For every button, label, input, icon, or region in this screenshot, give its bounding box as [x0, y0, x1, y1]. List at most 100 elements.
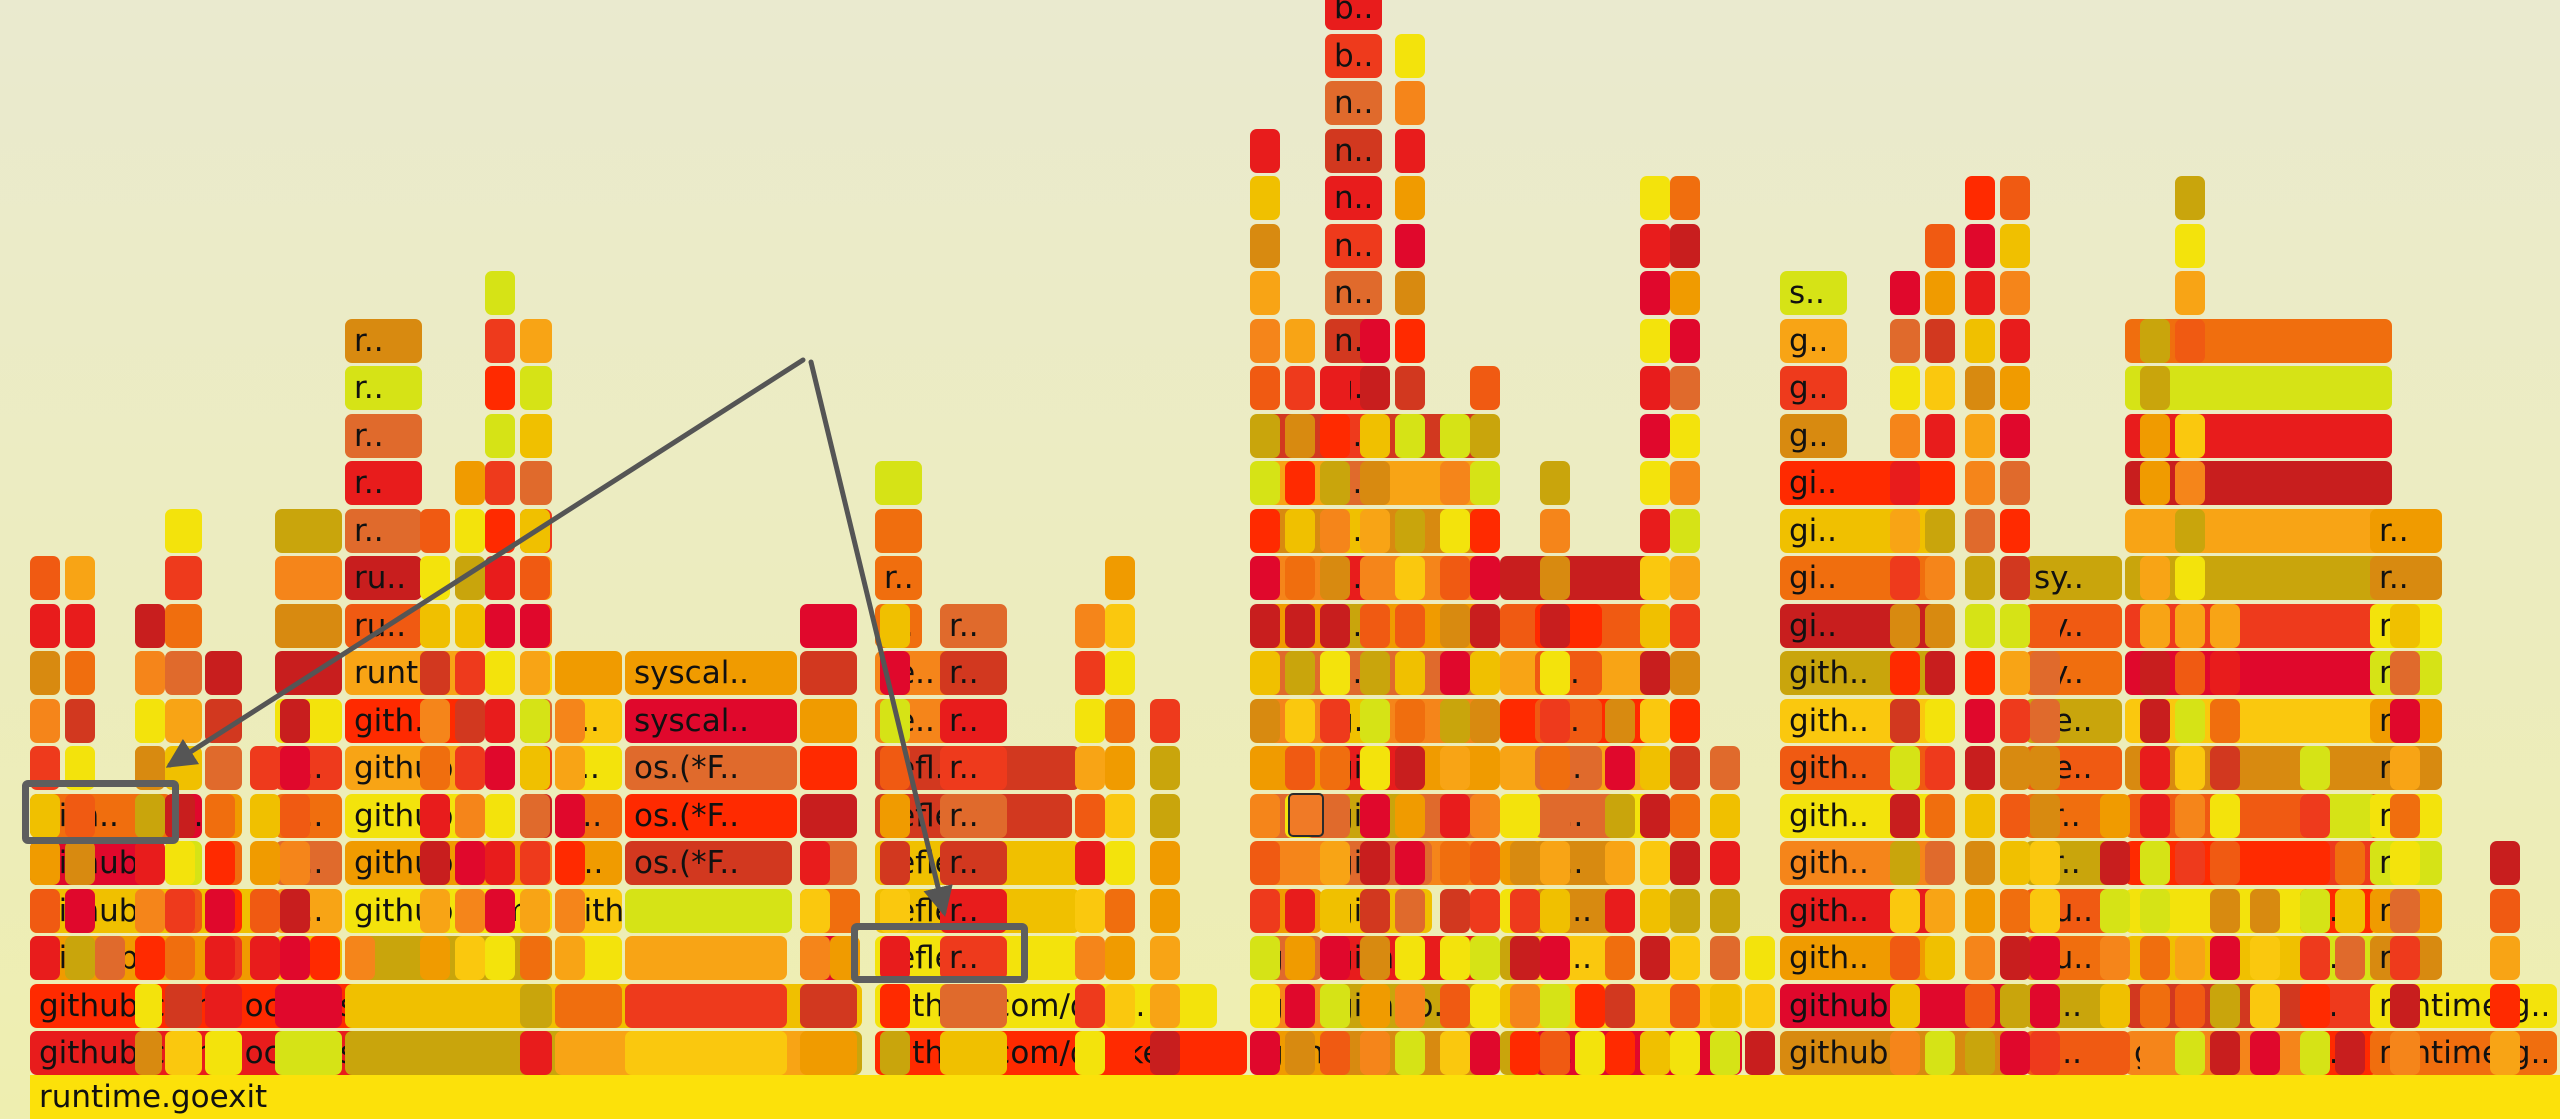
flame-frame-narrow[interactable]	[1670, 603, 1700, 648]
flame-frame-narrow[interactable]	[2030, 1031, 2060, 1075]
flame-frame-narrow[interactable]	[1890, 318, 1920, 363]
flame-frame-narrow[interactable]	[1925, 983, 1955, 1028]
flame-frame-narrow[interactable]	[2300, 746, 2330, 790]
flame-frame-narrow[interactable]	[1925, 366, 1955, 410]
flame-frame-narrow[interactable]	[1470, 841, 1500, 885]
flame-frame-narrow[interactable]	[2390, 936, 2420, 980]
flame-frame-narrow[interactable]	[1890, 271, 1920, 315]
flame-frame[interactable]	[520, 413, 552, 458]
flame-frame-narrow[interactable]	[2210, 603, 2240, 648]
flame-frame-narrow[interactable]	[2175, 1031, 2205, 1075]
flame-frame-narrow[interactable]	[2210, 746, 2240, 790]
flame-frame-narrow[interactable]	[520, 841, 550, 885]
flame-frame-narrow[interactable]	[1320, 983, 1350, 1028]
flame-frame[interactable]	[520, 983, 552, 1028]
flame-frame-narrow[interactable]	[485, 651, 515, 695]
flame-frame-narrow[interactable]	[280, 746, 310, 790]
flame-frame-narrow[interactable]	[2140, 556, 2170, 600]
flame-frame-narrow[interactable]	[1360, 841, 1390, 885]
flame-frame-narrow[interactable]	[2000, 461, 2030, 505]
flame-frame-narrow[interactable]	[30, 936, 60, 980]
flame-frame-narrow[interactable]	[1890, 936, 1920, 980]
flame-frame[interactable]: n..	[1325, 81, 1382, 125]
flame-frame-narrow[interactable]	[1965, 983, 1995, 1028]
flame-frame-narrow[interactable]	[1320, 651, 1350, 695]
flame-frame-narrow[interactable]	[1105, 936, 1135, 980]
flame-frame-narrow[interactable]	[555, 793, 585, 838]
flame-frame-narrow[interactable]	[1510, 936, 1540, 980]
flame-frame-narrow[interactable]	[555, 698, 585, 743]
flame-frame-narrow[interactable]	[1965, 508, 1995, 553]
flame-frame-narrow[interactable]	[1540, 1031, 1570, 1075]
flame-frame-narrow[interactable]	[485, 698, 515, 743]
flame-frame-narrow[interactable]	[1285, 698, 1315, 743]
flame-frame-narrow[interactable]	[2140, 983, 2170, 1028]
flame-frame-narrow[interactable]	[2030, 936, 2060, 980]
flame-frame-narrow[interactable]	[1670, 651, 1700, 695]
flame-frame-narrow[interactable]	[1075, 936, 1105, 980]
flame-frame-narrow[interactable]	[1105, 841, 1135, 885]
flame-frame-narrow[interactable]	[2000, 318, 2030, 363]
flame-frame-narrow[interactable]	[1540, 746, 1570, 790]
flame-frame-narrow[interactable]	[250, 936, 280, 980]
flame-frame-narrow[interactable]	[65, 793, 95, 838]
flame-frame-narrow[interactable]	[485, 271, 515, 315]
flame-frame-narrow[interactable]	[1670, 983, 1700, 1028]
flame-frame-narrow[interactable]	[1285, 983, 1315, 1028]
flame-frame[interactable]: r..	[345, 461, 422, 505]
flame-frame-narrow[interactable]	[165, 841, 195, 885]
flame-frame-narrow[interactable]	[30, 651, 60, 695]
flame-frame-narrow[interactable]	[1925, 793, 1955, 838]
flame-frame-narrow[interactable]	[1540, 556, 1570, 600]
flame-frame-narrow[interactable]	[2000, 793, 2030, 838]
flame-frame-narrow[interactable]	[1395, 461, 1425, 505]
flame-frame-narrow[interactable]	[420, 841, 450, 885]
flame-frame-narrow[interactable]	[1285, 936, 1315, 980]
flame-frame-narrow[interactable]	[1605, 841, 1635, 885]
flame-frame-narrow[interactable]	[1925, 603, 1955, 648]
flame-frame-narrow[interactable]	[1890, 651, 1920, 695]
flame-frame-narrow[interactable]	[1670, 556, 1700, 600]
flame-frame-narrow[interactable]	[1890, 508, 1920, 553]
flame-frame-narrow[interactable]	[1640, 176, 1670, 220]
flame-frame[interactable]: r..	[940, 841, 1007, 885]
flame-frame-narrow[interactable]	[1925, 318, 1955, 363]
flame-frame-narrow[interactable]	[1250, 556, 1280, 600]
flame-frame-narrow[interactable]	[1965, 1031, 1995, 1075]
flame-frame-narrow[interactable]	[1965, 413, 1995, 458]
flame-frame-narrow[interactable]	[420, 698, 450, 743]
flame-frame-narrow[interactable]	[2390, 603, 2420, 648]
flame-frame-narrow[interactable]	[1250, 461, 1280, 505]
flame-frame-narrow[interactable]	[2210, 888, 2240, 933]
flame-frame-narrow[interactable]	[2175, 698, 2205, 743]
flame-frame[interactable]: g..	[1780, 366, 1847, 410]
flame-frame[interactable]	[520, 1031, 552, 1075]
flame-frame[interactable]	[625, 936, 787, 980]
flame-frame-narrow[interactable]	[2140, 1031, 2170, 1075]
flame-frame[interactable]: sy..	[2025, 556, 2122, 600]
flame-frame-narrow[interactable]	[135, 936, 165, 980]
flame-frame-narrow[interactable]	[485, 746, 515, 790]
flame-frame-narrow[interactable]	[1670, 698, 1700, 743]
flame-frame-narrow[interactable]	[1150, 983, 1180, 1028]
flame-frame-narrow[interactable]	[1250, 983, 1280, 1028]
flame-frame[interactable]: os.(*F..	[625, 793, 797, 838]
flame-frame-narrow[interactable]	[1540, 508, 1570, 553]
flame-frame-narrow[interactable]	[2210, 793, 2240, 838]
flame-frame[interactable]	[625, 888, 792, 933]
flame-frame-narrow[interactable]	[1965, 223, 1995, 268]
flame-frame-narrow[interactable]	[2000, 223, 2030, 268]
flame-frame-narrow[interactable]	[1640, 318, 1670, 363]
flame-frame-narrow[interactable]	[1075, 1031, 1105, 1075]
flame-frame-narrow[interactable]	[1540, 888, 1570, 933]
flame-frame[interactable]	[520, 318, 552, 363]
flame-frame-narrow[interactable]	[1075, 888, 1105, 933]
flame-frame[interactable]	[165, 1031, 202, 1075]
flame-frame-narrow[interactable]	[2250, 1031, 2280, 1075]
flame-frame-narrow[interactable]	[280, 888, 310, 933]
flame-frame-narrow[interactable]	[1075, 841, 1105, 885]
flame-frame-narrow[interactable]	[1395, 508, 1425, 553]
flame-frame-narrow[interactable]	[30, 556, 60, 600]
flame-frame-narrow[interactable]	[1470, 461, 1500, 505]
flame-frame-narrow[interactable]	[2210, 651, 2240, 695]
